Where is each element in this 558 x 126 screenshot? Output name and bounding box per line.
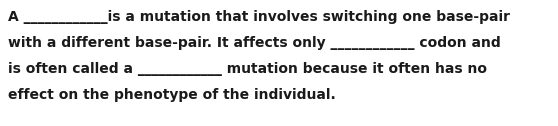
- Text: is often called a ____________ mutation because it often has no: is often called a ____________ mutation …: [8, 62, 487, 76]
- Text: with a different base-pair. It affects only ____________ codon and: with a different base-pair. It affects o…: [8, 36, 501, 50]
- Text: A ____________is a mutation that involves switching one base-pair: A ____________is a mutation that involve…: [8, 10, 510, 24]
- Text: effect on the phenotype of the individual.: effect on the phenotype of the individua…: [8, 88, 336, 102]
